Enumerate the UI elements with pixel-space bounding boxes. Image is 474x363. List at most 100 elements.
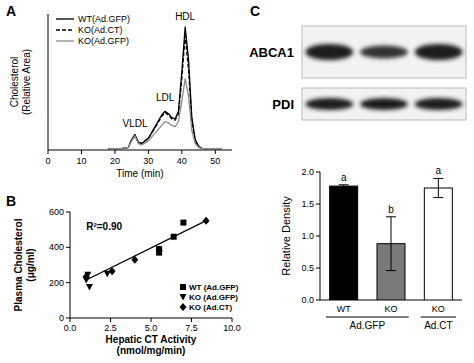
panel-letter: A	[6, 3, 16, 19]
point	[156, 246, 163, 254]
y-tick-label: 600	[49, 207, 64, 217]
x-tick-label: 40	[177, 156, 187, 166]
x-tick-label: 30	[143, 156, 153, 166]
group-line	[421, 317, 456, 318]
legend-label: KO (Ad.CT)	[189, 303, 232, 312]
y-axis-title: (μg/ml)	[25, 248, 36, 281]
legend-label: KO (Ad.GFP)	[189, 293, 238, 302]
error-stem	[391, 244, 392, 271]
blot-label: PDI	[272, 97, 294, 112]
x-tick	[215, 150, 216, 154]
x-tick-label: WT	[337, 304, 351, 314]
legend-swatch	[56, 40, 74, 41]
blot-band	[415, 98, 463, 110]
y-tick	[316, 268, 320, 269]
error-bar	[386, 217, 396, 271]
blot-band	[360, 98, 408, 110]
legend-label: WT(Ad.GFP)	[78, 14, 130, 24]
y-tick-label: 1.0	[301, 231, 314, 241]
annotation: R²=0.90	[86, 221, 122, 232]
y-tick-label: 1.5	[301, 199, 314, 209]
x-tick	[114, 150, 115, 154]
y-tick	[66, 212, 70, 213]
blot-band	[360, 46, 408, 59]
y-axis	[70, 212, 71, 318]
figure: A 0 10 20 30 40 50 Time (min) Cholesterol(Relati…	[0, 0, 474, 363]
error-stem	[438, 188, 439, 198]
y-axis-title: Relative Density	[280, 196, 292, 276]
bar	[377, 244, 405, 300]
x-tick	[191, 318, 192, 322]
x-tick	[81, 150, 82, 154]
legend-swatch	[56, 18, 74, 19]
x-tick	[232, 318, 233, 322]
fit-line	[86, 220, 208, 280]
x-tick-label: KO	[384, 304, 397, 314]
y-tick-label: 0	[59, 313, 64, 323]
legend-label: KO(Ad.CT)	[78, 25, 123, 35]
point	[86, 284, 93, 291]
x-axis	[48, 150, 232, 151]
group-line	[326, 317, 409, 318]
bar	[330, 186, 358, 300]
error-cap	[339, 184, 349, 185]
y-tick	[316, 300, 320, 301]
x-tick	[48, 150, 49, 154]
blot-band	[305, 98, 353, 110]
significance-letter: a	[436, 165, 442, 176]
legend-swatch	[180, 294, 187, 301]
y-axis-title: Cholesterol	[9, 57, 20, 108]
blot-band	[305, 44, 353, 60]
x-tick-label: 10.0	[223, 323, 241, 333]
error-bar	[433, 178, 443, 197]
legend-swatch	[180, 303, 187, 311]
x-tick	[181, 150, 182, 154]
series-line	[108, 36, 222, 149]
blot-frame	[302, 26, 466, 78]
y-tick	[316, 172, 320, 173]
y-tick	[66, 282, 70, 283]
bar	[424, 188, 452, 300]
error-cap	[433, 197, 443, 198]
significance-letter: a	[341, 172, 347, 183]
blot-frame	[302, 88, 466, 120]
x-tick-label: 0.0	[64, 323, 77, 333]
y-tick-label: 200	[49, 278, 64, 288]
group-label: Ad.CT	[424, 320, 452, 331]
error-stem	[391, 217, 392, 244]
annotation: HDL	[175, 11, 195, 22]
y-tick	[66, 247, 70, 248]
blot-label: ABCA1	[249, 45, 294, 60]
significance-letter: b	[388, 204, 394, 215]
x-axis-title: Hepatic CT Activity	[106, 334, 197, 345]
y-axis-title: Plasma Cholesterol	[13, 218, 24, 311]
error-cap	[433, 178, 443, 179]
x-tick-label: 7.5	[185, 323, 198, 333]
x-tick-label: KO	[432, 304, 445, 314]
blot-band	[415, 44, 463, 60]
y-tick-label: 0.5	[301, 263, 314, 273]
y-tick-label: 0.0	[301, 295, 314, 305]
y-tick-label: 400	[49, 242, 64, 252]
legend-label: WT (Ad.GFP)	[189, 283, 239, 292]
error-cap	[386, 216, 396, 217]
y-tick	[316, 236, 320, 237]
x-tick	[70, 318, 71, 322]
x-axis-title: Time (min)	[116, 168, 163, 179]
y-axis-title: (Relative Area)	[21, 49, 32, 115]
x-tick-label: 10	[76, 156, 86, 166]
y-tick	[66, 318, 70, 319]
annotation: LDL	[156, 92, 175, 103]
y-tick-label: 2.0	[301, 167, 314, 177]
y-tick	[316, 204, 320, 205]
x-tick-label: 20	[110, 156, 120, 166]
legend-swatch	[180, 284, 186, 290]
x-tick-label: 0	[45, 156, 50, 166]
panel-letter: C	[250, 3, 260, 19]
panel-letter: B	[6, 193, 16, 209]
y-axis	[48, 14, 49, 150]
x-tick-label: 50	[210, 156, 220, 166]
x-axis-title: (nmol/mg/min)	[117, 345, 186, 356]
group-label: Ad.GFP	[350, 320, 386, 331]
x-tick-label: 2.5	[104, 323, 117, 333]
